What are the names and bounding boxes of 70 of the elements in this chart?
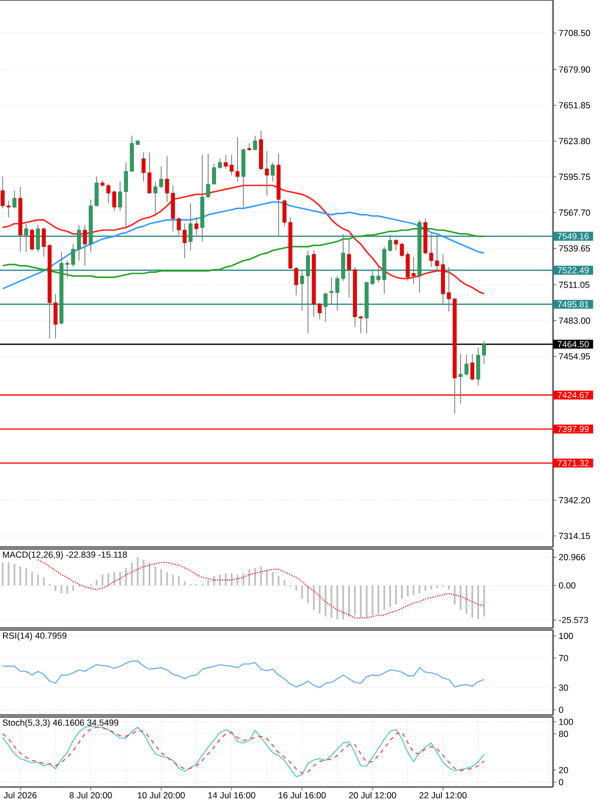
ref-line-label: 7522.49 xyxy=(558,267,589,274)
y-tick-label: 7342.20 xyxy=(559,497,590,504)
y-tick-label: 7623.80 xyxy=(559,138,590,144)
x-tick-label: 20 Jul 12:00 xyxy=(348,792,396,798)
ref-line-label: 7464.50 xyxy=(558,341,589,348)
y-tick-label: 7454.95 xyxy=(559,353,590,360)
y-tick-label: 70 xyxy=(559,654,568,662)
y-tick-label: 7483.00 xyxy=(559,318,590,324)
candlestick xyxy=(282,199,286,227)
candlestick xyxy=(458,353,463,404)
y-tick-label: -25.573 xyxy=(559,616,588,624)
y-tick-label: 0 xyxy=(558,779,564,786)
candlestick xyxy=(218,158,222,170)
y-tick-label: 80 xyxy=(558,730,568,738)
candlestick xyxy=(236,136,240,182)
candlestick xyxy=(347,238,352,298)
candlestick xyxy=(370,270,374,286)
y-tick-label: 100 xyxy=(559,718,573,725)
y-tick-label: 0.00 xyxy=(558,582,576,589)
chart-title: MACD(12,26,9) -22.839 -15.118 xyxy=(3,551,127,560)
x-tick-label: 8 Jul 20:00 xyxy=(70,792,112,798)
candlestick xyxy=(30,228,34,251)
y-tick-label: 7511.05 xyxy=(559,282,590,288)
y-tick-label: 7539.65 xyxy=(559,245,590,252)
y-tick-label: 100 xyxy=(559,632,573,640)
y-tick-label: 0 xyxy=(558,706,564,713)
candlestick xyxy=(470,353,474,381)
candlestick xyxy=(300,270,304,311)
ref-line-label: 7495.81 xyxy=(558,301,589,308)
candlestick xyxy=(270,162,275,182)
ref-line-label: 7397.99 xyxy=(558,426,589,432)
candlestick xyxy=(253,135,258,150)
candlestick xyxy=(36,224,40,252)
candlestick xyxy=(324,292,328,322)
y-tick-label: 7651.85 xyxy=(559,102,590,108)
chart-title: Stoch(5,3,3) 46.1606 34.5499 xyxy=(2,719,118,728)
x-tick-label: 16 Jul 16:00 xyxy=(278,792,326,798)
candlestick xyxy=(77,224,81,262)
candlestick xyxy=(118,181,122,212)
y-tick-label: 20.966 xyxy=(559,554,586,560)
candlestick xyxy=(147,152,152,194)
candlestick xyxy=(264,150,269,196)
candlestick xyxy=(212,163,216,185)
candlestick xyxy=(306,250,310,334)
candlestick xyxy=(188,202,193,251)
y-tick-label: 7679.90 xyxy=(559,66,590,73)
ref-line-label: 7424.67 xyxy=(558,392,589,398)
candlestick xyxy=(142,152,146,182)
candlestick xyxy=(394,238,398,251)
x-tick-label: 14 Jul 16:00 xyxy=(208,792,256,798)
candlestick xyxy=(124,162,128,230)
x-tick-label: 22 Jul 12:00 xyxy=(419,792,467,798)
candlestick xyxy=(24,223,28,252)
candlestick xyxy=(165,156,170,202)
y-tick-label: 7708.50 xyxy=(559,30,590,36)
y-tick-label: 7595.75 xyxy=(559,174,590,180)
candlestick xyxy=(82,224,87,266)
x-tick-label: 10 Jul 20:00 xyxy=(138,792,185,798)
chart-title: RSI(14) 40.7959 xyxy=(3,632,66,640)
ref-line-label: 7371.32 xyxy=(558,460,589,466)
x-tick-label: Jul 2026 xyxy=(4,792,37,798)
candlestick xyxy=(54,293,58,339)
ref-line-label: 7549.16 xyxy=(558,233,589,240)
y-tick-label: 20 xyxy=(559,766,568,774)
candlestick xyxy=(194,216,198,236)
y-tick-label: 7567.70 xyxy=(559,209,590,216)
y-tick-label: 7314.15 xyxy=(559,532,590,540)
candlestick xyxy=(464,354,468,376)
candlestick xyxy=(12,190,16,209)
y-tick-label: 30 xyxy=(558,684,568,691)
